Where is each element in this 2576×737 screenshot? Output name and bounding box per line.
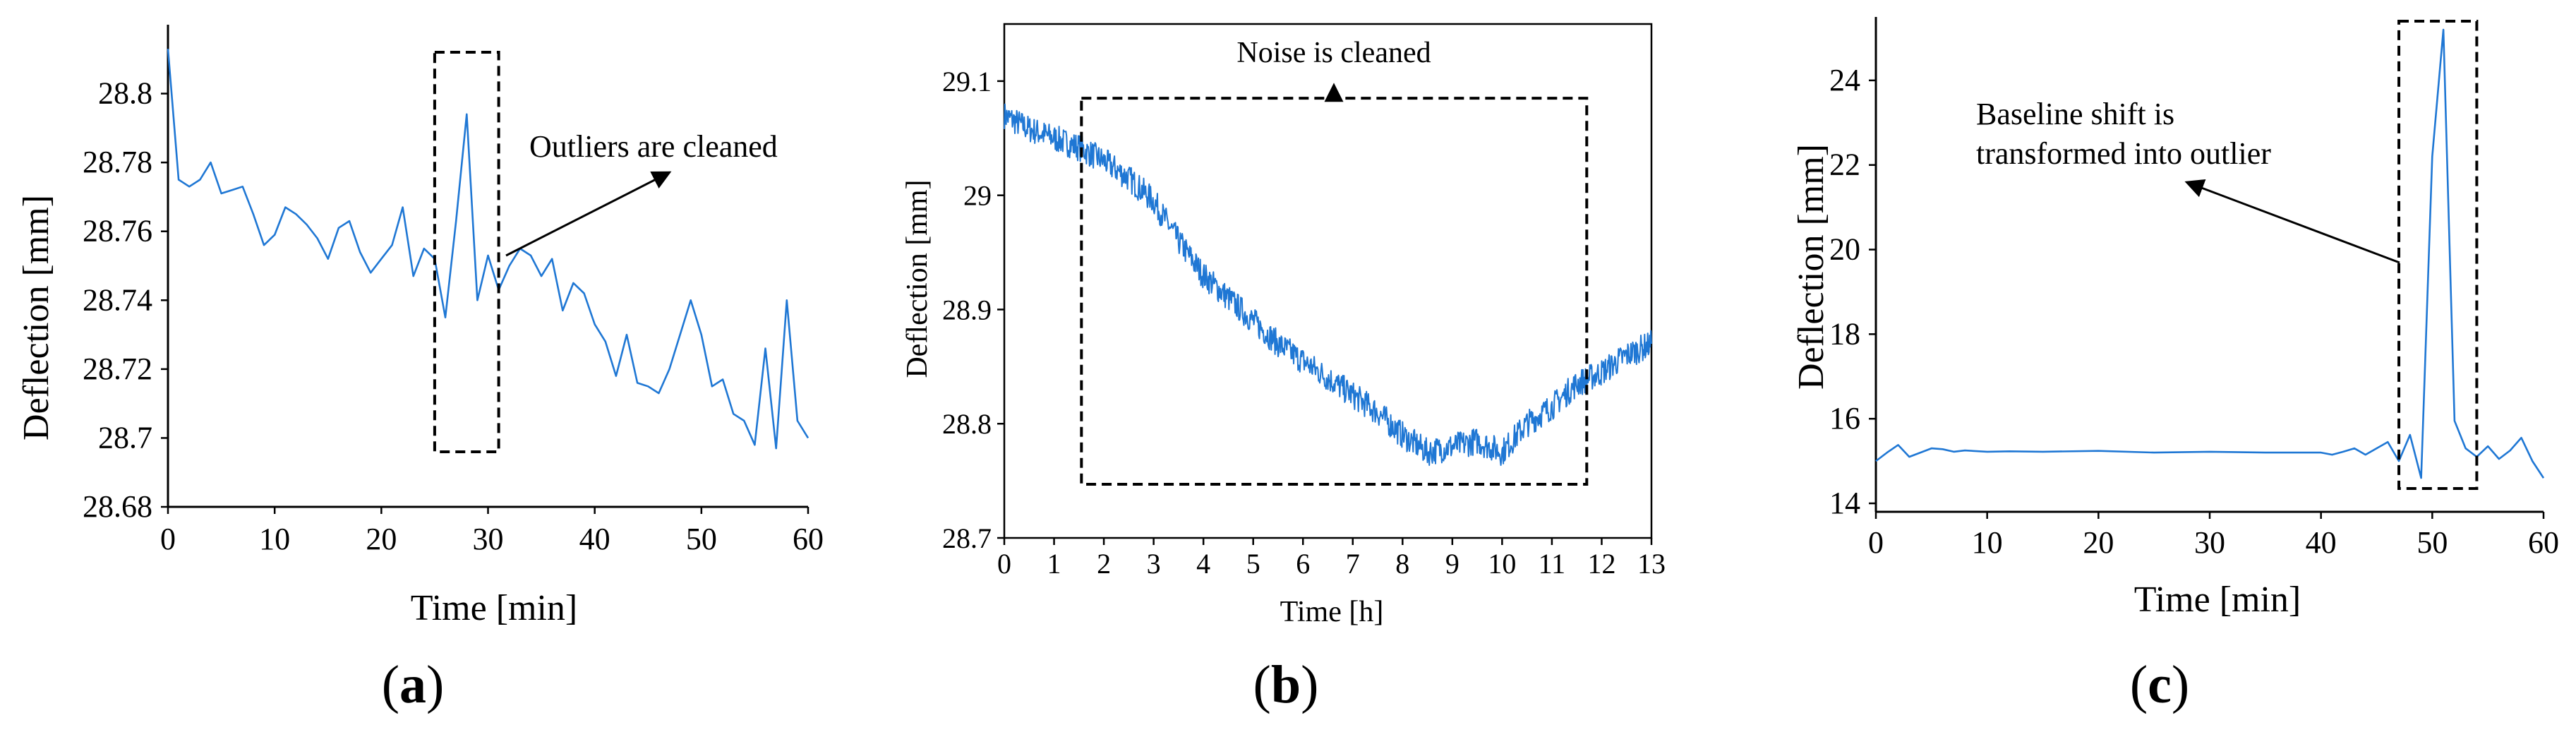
panel-b-x-tick-label: 0 (997, 548, 1011, 580)
panel-c-x-tick-label: 10 (1972, 525, 2003, 560)
panel-b-annotation: Noise is cleaned (1236, 37, 1431, 69)
panel-a-x-tick-label: 50 (686, 522, 717, 556)
panel-b-x-tick-label: 6 (1296, 548, 1310, 580)
panel-c-x-tick-label: 20 (2083, 525, 2114, 560)
panel-c-x-tick-label: 0 (1868, 525, 1884, 560)
panel-a-annotation: Outliers are cleaned (529, 129, 778, 164)
panel-b-x-tick-label: 9 (1445, 548, 1459, 580)
panel-b-x-tick-label: 1 (1047, 548, 1061, 580)
panel-a-chart: 0 10 20 30 40 50 60 28.68 28.7 28.72 28.74 28.76 28.… (16, 25, 824, 714)
panel-b-y-tick-label: 28.9 (942, 294, 992, 325)
panel-a-y-tick-label: 28.78 (83, 145, 152, 179)
panel-c-y-tick-label: 18 (1829, 316, 1860, 351)
panel-b-y-tick-label: 29 (963, 180, 992, 212)
panel-a-series-line (167, 49, 809, 450)
panel-b-x-tick-label: 2 (1097, 548, 1111, 580)
panel-b-x-tick-label: 5 (1246, 548, 1260, 580)
panel-c-highlight-box (2397, 19, 2479, 491)
panel-c-annotation-arrow (2184, 179, 2400, 264)
panel-b-y-tick-label: 28.8 (942, 408, 992, 440)
panel-c-y-axis-title: Deflection [mm] (1791, 144, 1831, 390)
panel-a-y-tick-label: 28.76 (83, 214, 152, 248)
panel-c-x-tick-label: 60 (2528, 525, 2559, 560)
panel-c-y-tick-label: 20 (1829, 232, 1860, 267)
panel-c-annotation-line-2: transformed into outlier (1976, 136, 2271, 171)
panel-a-label: (a) (382, 655, 445, 714)
panel-b-x-tick-label: 12 (1587, 548, 1615, 580)
panel-b-series-line (1004, 103, 1652, 466)
panel-c-x-tick-label: 40 (2306, 525, 2337, 560)
panel-b-x-tick-label: 4 (1196, 548, 1210, 580)
panel-a-y-tick-label: 28.72 (83, 352, 152, 386)
panel-c-annotation-line-1: Baseline shift is (1976, 97, 2174, 131)
panel-a-y-tick-label: 28.7 (98, 420, 152, 455)
panel-c-chart: 0 10 20 30 40 50 60 14 16 18 20 22 24 Time [min] Def… (1791, 17, 2559, 714)
panel-a-annotation-arrow (505, 171, 672, 257)
panel-b-x-axis-title: Time [h] (1280, 596, 1384, 628)
panel-a-x-tick-label: 30 (473, 522, 504, 556)
panel-c-x-axis-title: Time [min] (2134, 580, 2301, 620)
panel-a-y-tick-label: 28.8 (98, 76, 152, 111)
panel-a-highlight-box (433, 51, 500, 453)
panel-c-y-tick-label: 14 (1829, 486, 1860, 520)
panel-a-x-tick-label: 10 (259, 522, 290, 556)
panel-c-x-tick-label: 50 (2416, 525, 2448, 560)
panel-a-x-tick-label: 40 (579, 522, 610, 556)
panel-c-y-tick-label: 22 (1829, 148, 1860, 182)
panel-c-x-tick-label: 30 (2194, 525, 2225, 560)
panel-b-x-tick-label: 8 (1395, 548, 1409, 580)
panel-c-y-tick-label: 24 (1829, 63, 1860, 97)
panel-b-axes-frame (1003, 23, 1653, 539)
panel-b-highlight-box (1080, 97, 1589, 486)
panel-a-y-axis-title: Deflection [mm] (16, 195, 56, 441)
panel-a-x-axis-title: Time [min] (411, 588, 577, 628)
panel-a-y-tick-label: 28.74 (83, 282, 152, 317)
panel-a-x-tick-label: 20 (366, 522, 397, 556)
panel-b-y-axis-title: Deflection [mm] (901, 179, 934, 378)
panel-b-y-tick-label: 28.7 (942, 522, 992, 554)
panel-b-x-tick-label: 13 (1637, 548, 1666, 580)
panel-b-label: (b) (1253, 655, 1319, 714)
panel-b-x-tick-label: 10 (1488, 548, 1516, 580)
panel-c-y-tick-label: 16 (1829, 401, 1860, 436)
panel-a-y-tick-label: 28.68 (83, 489, 152, 524)
panel-b-x-tick-label: 11 (1539, 548, 1566, 580)
panel-b-x-tick-label: 3 (1147, 548, 1161, 580)
panel-a-x-tick-label: 0 (160, 522, 176, 556)
panel-a-x-tick-label: 60 (793, 522, 824, 556)
panel-b-x-tick-label: 7 (1346, 548, 1360, 580)
panel-b-y-tick-label: 29.1 (942, 66, 992, 97)
panel-c-label: (c) (2130, 655, 2189, 714)
panel-a-plot-area: 0 10 20 30 40 50 60 28.68 28.7 28.72 28.74 28.76 28.… (83, 25, 824, 556)
panel-c-plot-area: 0 10 20 30 40 50 60 14 16 18 20 22 24 (1829, 17, 2559, 560)
